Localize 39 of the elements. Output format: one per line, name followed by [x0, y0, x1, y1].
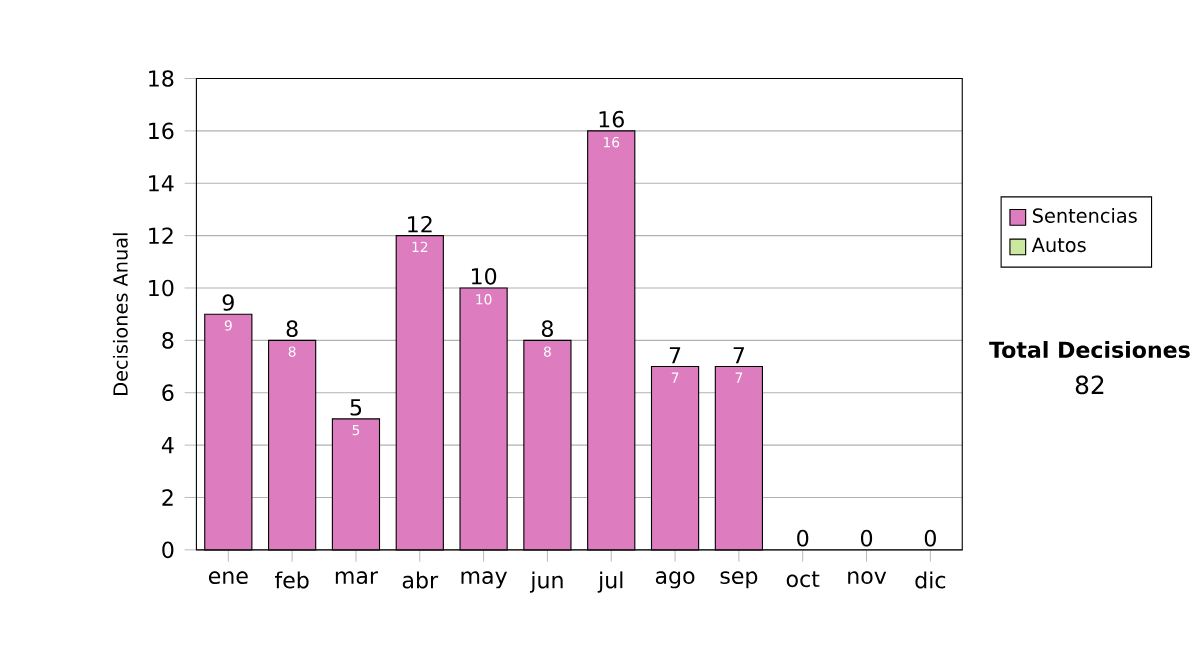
- y-tick-label: 14: [149, 175, 174, 192]
- text: 82: [1075, 375, 1104, 395]
- total-label: 0: [797, 529, 809, 547]
- total-label: 12: [408, 216, 432, 233]
- y-tick-label: 6: [162, 384, 174, 402]
- y-tick-label: 4: [161, 437, 174, 454]
- total-label: 9: [222, 294, 234, 312]
- x-tick-label: jun: [529, 571, 563, 593]
- x-tick-label: oct: [786, 571, 820, 588]
- total-label: 5: [350, 399, 362, 416]
- total-label: 8: [541, 320, 553, 338]
- y-tick-label: 12: [149, 227, 173, 244]
- y-tick-label: 18: [149, 70, 174, 88]
- y-tick-label: 0: [162, 541, 174, 559]
- y-tick-label: 10: [149, 279, 174, 297]
- x-tick-label: mar: [335, 571, 379, 585]
- total-label: 7: [733, 347, 745, 364]
- x-tick-label: nov: [848, 571, 887, 585]
- x-tick-label: ene: [208, 571, 248, 585]
- y-tick-label: 16: [149, 122, 174, 140]
- total-label: 16: [599, 111, 624, 128]
- x-tick-label: ago: [655, 571, 695, 589]
- y-tick-label: 8: [162, 332, 174, 349]
- x-tick-label: dic: [915, 571, 946, 589]
- legend-label: Autos: [1031, 237, 1086, 253]
- total-label: 7: [669, 347, 681, 364]
- total-label: 0: [924, 529, 936, 547]
- legend-label: Sentencias: [1032, 208, 1137, 224]
- x-tick-label: may: [461, 571, 508, 589]
- x-tick-label: sep: [720, 571, 758, 589]
- y-axis-title: Decisiones Anual: [112, 233, 128, 396]
- text: Total Decisiones: [989, 341, 1190, 359]
- total-label: 0: [860, 529, 873, 547]
- x-tick-label: feb: [274, 571, 309, 589]
- total-label: 10: [471, 268, 497, 285]
- y-tick-label: 2: [162, 489, 173, 506]
- x-tick-label: abr: [402, 571, 439, 589]
- x-tick-label: jul: [597, 571, 623, 593]
- total-label: 8: [286, 320, 298, 338]
